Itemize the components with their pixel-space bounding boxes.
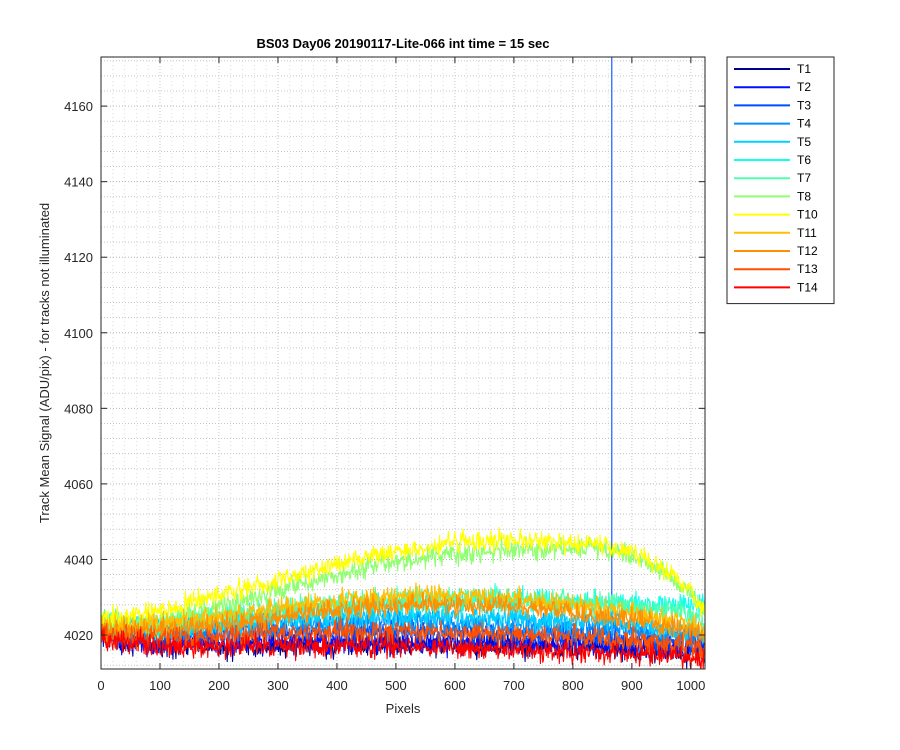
chart-title: BS03 Day06 20190117-Lite-066 int time = … xyxy=(256,36,549,51)
x-tick-label: 0 xyxy=(97,678,104,693)
x-tick-label: 400 xyxy=(326,678,348,693)
plot-background xyxy=(101,57,705,669)
legend-label-t7: T7 xyxy=(797,171,811,185)
series-line-t14 xyxy=(101,628,705,669)
legend: T1 T2 T3 T4 T5 T6 T7 T8 T10 T11 T12 T13 T14 xyxy=(726,56,835,305)
x-axis-label: Pixels xyxy=(386,701,421,716)
legend-label-t2: T2 xyxy=(797,80,811,94)
y-tick-label: 4020 xyxy=(64,628,93,643)
y-tick-label: 4080 xyxy=(64,401,93,416)
y-tick-label: 4100 xyxy=(64,326,93,341)
x-tick-label: 300 xyxy=(267,678,289,693)
legend-label-t4: T4 xyxy=(797,117,811,131)
y-tick-label: 4040 xyxy=(64,552,93,567)
x-tick-label: 200 xyxy=(208,678,230,693)
legend-box xyxy=(726,56,835,305)
ticks: 0 100 200 300 400 500 600 700 800 900 1000 4020 4040… xyxy=(64,57,705,693)
legend-label-t6: T6 xyxy=(797,153,811,167)
legend-label-t5: T5 xyxy=(797,135,811,149)
series-line-t13 xyxy=(101,615,705,662)
legend-label-t14: T14 xyxy=(797,280,818,294)
legend-label-t1: T1 xyxy=(797,62,811,76)
y-axis-label: Track Mean Signal (ADU/pix) - for tracks… xyxy=(37,203,52,523)
x-tick-label: 700 xyxy=(503,678,525,693)
legend-label-t3: T3 xyxy=(797,98,811,112)
x-tick-label: 900 xyxy=(621,678,643,693)
legend-label-t13: T13 xyxy=(797,262,818,276)
grid xyxy=(100,57,705,669)
legend-label-t11: T11 xyxy=(797,226,817,240)
y-tick-label: 4160 xyxy=(64,99,93,114)
series-layer xyxy=(101,57,705,669)
x-tick-label: 1000 xyxy=(676,678,705,693)
legend-label-t8: T8 xyxy=(797,189,811,203)
x-tick-label: 800 xyxy=(562,678,584,693)
y-tick-label: 4060 xyxy=(64,477,93,492)
y-tick-label: 4120 xyxy=(64,250,93,265)
series-line-t11 xyxy=(101,582,705,643)
x-tick-label: 100 xyxy=(149,678,171,693)
legend-label-t12: T12 xyxy=(797,244,818,258)
series-line-t10 xyxy=(101,527,705,630)
legend-label-t10: T10 xyxy=(797,208,818,222)
x-tick-label: 500 xyxy=(385,678,407,693)
plot-frame xyxy=(100,56,706,670)
x-tick-label: 600 xyxy=(444,678,466,693)
y-tick-label: 4140 xyxy=(64,175,93,190)
